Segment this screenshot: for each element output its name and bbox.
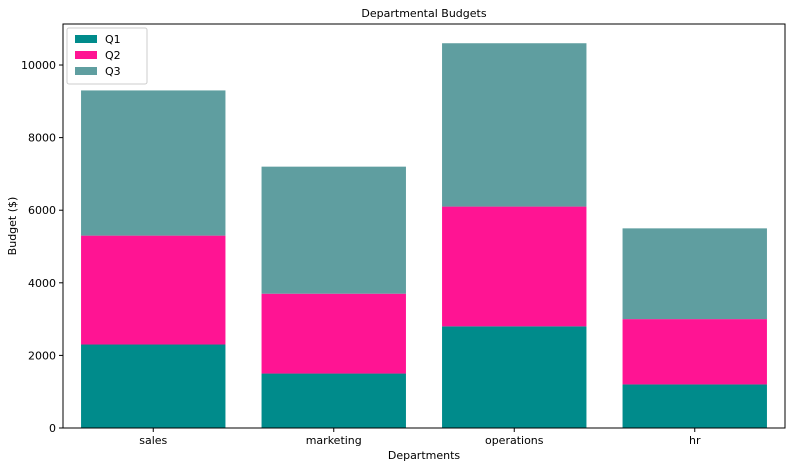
legend: Q1 Q2 Q3 — [66, 27, 148, 85]
x-tick-label: marketing — [306, 434, 362, 447]
bar-hr-q2 — [622, 319, 767, 385]
bar-marketing-q3 — [261, 166, 406, 294]
legend-swatch-q2 — [75, 51, 97, 59]
legend-swatch-q1 — [75, 35, 97, 43]
plot-frame — [62, 23, 786, 429]
x-tick-label: operations — [485, 434, 544, 447]
bar-sales-q1 — [81, 344, 226, 428]
bar-marketing-q1 — [261, 373, 406, 428]
bars-group — [81, 43, 767, 428]
y-tick-label: 6000 — [28, 204, 56, 217]
chart-title: Departmental Budgets — [361, 7, 486, 20]
x-tick-label: sales — [139, 434, 167, 447]
legend-swatch-q3 — [75, 67, 97, 75]
bar-sales-q3 — [81, 90, 226, 236]
bar-sales-q2 — [81, 235, 226, 345]
y-tick-label: 0 — [49, 422, 56, 435]
bar-operations-q2 — [442, 206, 587, 327]
bar-hr-q3 — [622, 228, 767, 320]
bar-operations-q3 — [442, 43, 587, 207]
y-tick-label: 8000 — [28, 132, 56, 145]
bar-hr-q1 — [622, 384, 767, 428]
y-axis: 0 2000 4000 6000 8000 10000 — [21, 59, 63, 435]
y-axis-title: Budget ($) — [6, 197, 19, 256]
x-axis: sales marketing operations hr — [139, 428, 701, 447]
bar-operations-q1 — [442, 326, 587, 428]
x-tick-label: hr — [689, 434, 701, 447]
x-axis-title: Departments — [388, 449, 461, 462]
y-tick-label: 10000 — [21, 59, 56, 72]
bar-marketing-q2 — [261, 293, 406, 374]
legend-label-q3: Q3 — [105, 65, 121, 78]
y-tick-label: 2000 — [28, 349, 56, 362]
y-tick-label: 4000 — [28, 277, 56, 290]
legend-label-q1: Q1 — [105, 33, 121, 46]
legend-label-q2: Q2 — [105, 49, 121, 62]
